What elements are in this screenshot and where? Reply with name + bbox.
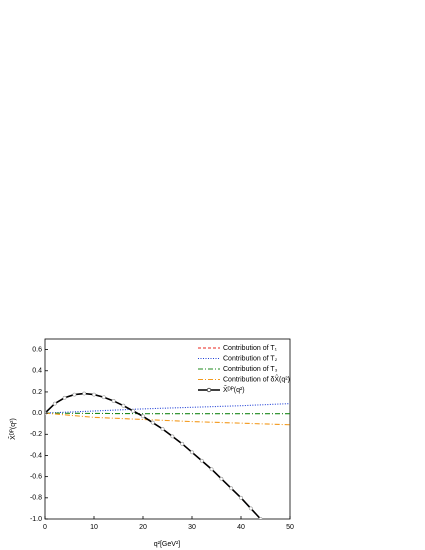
x-tick-label: 40 (237, 524, 245, 531)
plot-frame (44, 338, 291, 520)
x-tick-label: 10 (90, 524, 98, 531)
marker (62, 395, 67, 400)
y-tick-label: 0.6 (32, 346, 42, 353)
marker (258, 517, 263, 519)
marker (111, 399, 116, 403)
legend-label: Contribution of δX̂(q²) (223, 375, 290, 383)
y-tick-label: -1.0 (30, 516, 42, 523)
marker (131, 409, 136, 413)
series-line (45, 412, 290, 415)
marker (160, 427, 165, 431)
legend-marker (206, 387, 212, 393)
series-line (45, 392, 262, 519)
marker (219, 476, 224, 481)
marker (180, 441, 185, 446)
marker (239, 495, 243, 500)
y-tick-label: 0.2 (32, 389, 42, 396)
marker (229, 486, 234, 491)
marker (52, 401, 57, 406)
curves (45, 391, 290, 519)
y-axis-label: X̂ᴰᴾ(q²) (9, 418, 17, 440)
y-tick-label: -0.8 (30, 495, 42, 502)
legend-label: X̂ᴰᴾ(q²) (223, 386, 245, 394)
y-tick-label: -0.6 (30, 473, 42, 480)
x-tick-label: 30 (188, 524, 196, 531)
x-tick-label: 50 (286, 524, 294, 531)
marker (150, 420, 155, 425)
marker (199, 458, 204, 463)
series-line (45, 403, 290, 414)
marker (72, 392, 77, 397)
legend-label: Contribution of T₃ (223, 366, 278, 373)
marker (82, 391, 87, 396)
marker (121, 403, 126, 408)
x-tick-label: 20 (139, 524, 147, 531)
marker (190, 450, 194, 455)
marker (248, 506, 253, 511)
marker (209, 467, 214, 472)
y-tick-label: 0.0 (32, 410, 42, 417)
y-tick-label: 0.4 (32, 368, 42, 375)
x-axis-label: q²[GeV²] (154, 541, 181, 548)
marker (170, 434, 175, 439)
series-line (45, 392, 262, 519)
legend-label: Contribution of T₁ (223, 345, 278, 352)
y-tick-label: -0.4 (30, 452, 42, 459)
marker (101, 395, 106, 400)
series-line (45, 412, 290, 426)
x-tick-label: 0 (43, 524, 47, 531)
legend-label: Contribution of T₂ (223, 355, 278, 362)
marker (92, 392, 96, 397)
marker (141, 414, 145, 419)
y-tick-label: -0.2 (30, 431, 42, 438)
